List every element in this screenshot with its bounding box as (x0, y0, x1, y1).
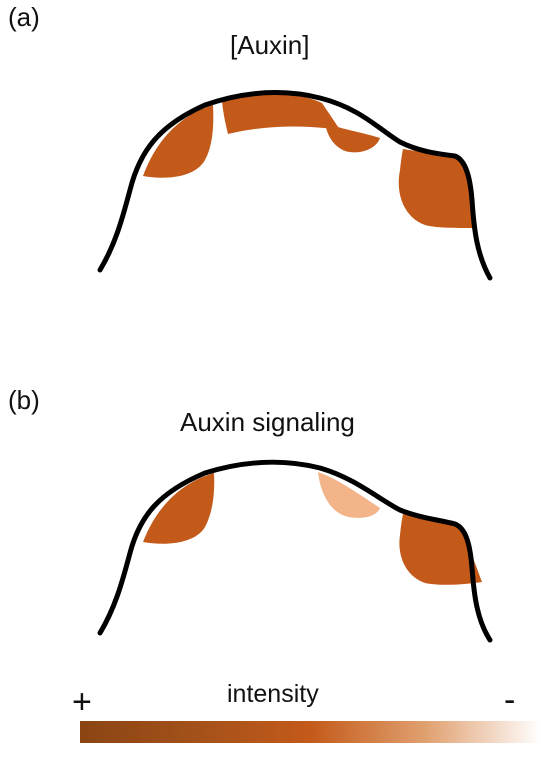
panel-a-right-primordium-region (398, 149, 474, 228)
panel-a-meristem-outline (97, 90, 493, 281)
legend-high-sign: + (72, 683, 92, 721)
panel-a-label: (a) (8, 2, 40, 32)
panel-b-meristem-diagram (97, 459, 493, 643)
legend-low-sign: - (504, 681, 516, 719)
panel-b-meristem-outline (97, 459, 493, 643)
intensity-gradient-bar (80, 721, 541, 743)
panel-b-left-primordium-region (143, 473, 215, 544)
panel-a-left-primordium-region (143, 105, 214, 178)
legend-title: intensity (227, 680, 319, 708)
panel-a-small-region (325, 123, 380, 153)
panel-a-meristem-diagram (97, 90, 493, 281)
panel-b-right-primordium-region (399, 514, 482, 585)
panel-b-light-region (318, 472, 380, 518)
panel-a-title: [Auxin] (230, 30, 310, 60)
panel-a-central-band-region (222, 93, 340, 134)
panel-b-label: (b) (8, 385, 40, 415)
panel-b-title: Auxin signaling (180, 407, 355, 437)
